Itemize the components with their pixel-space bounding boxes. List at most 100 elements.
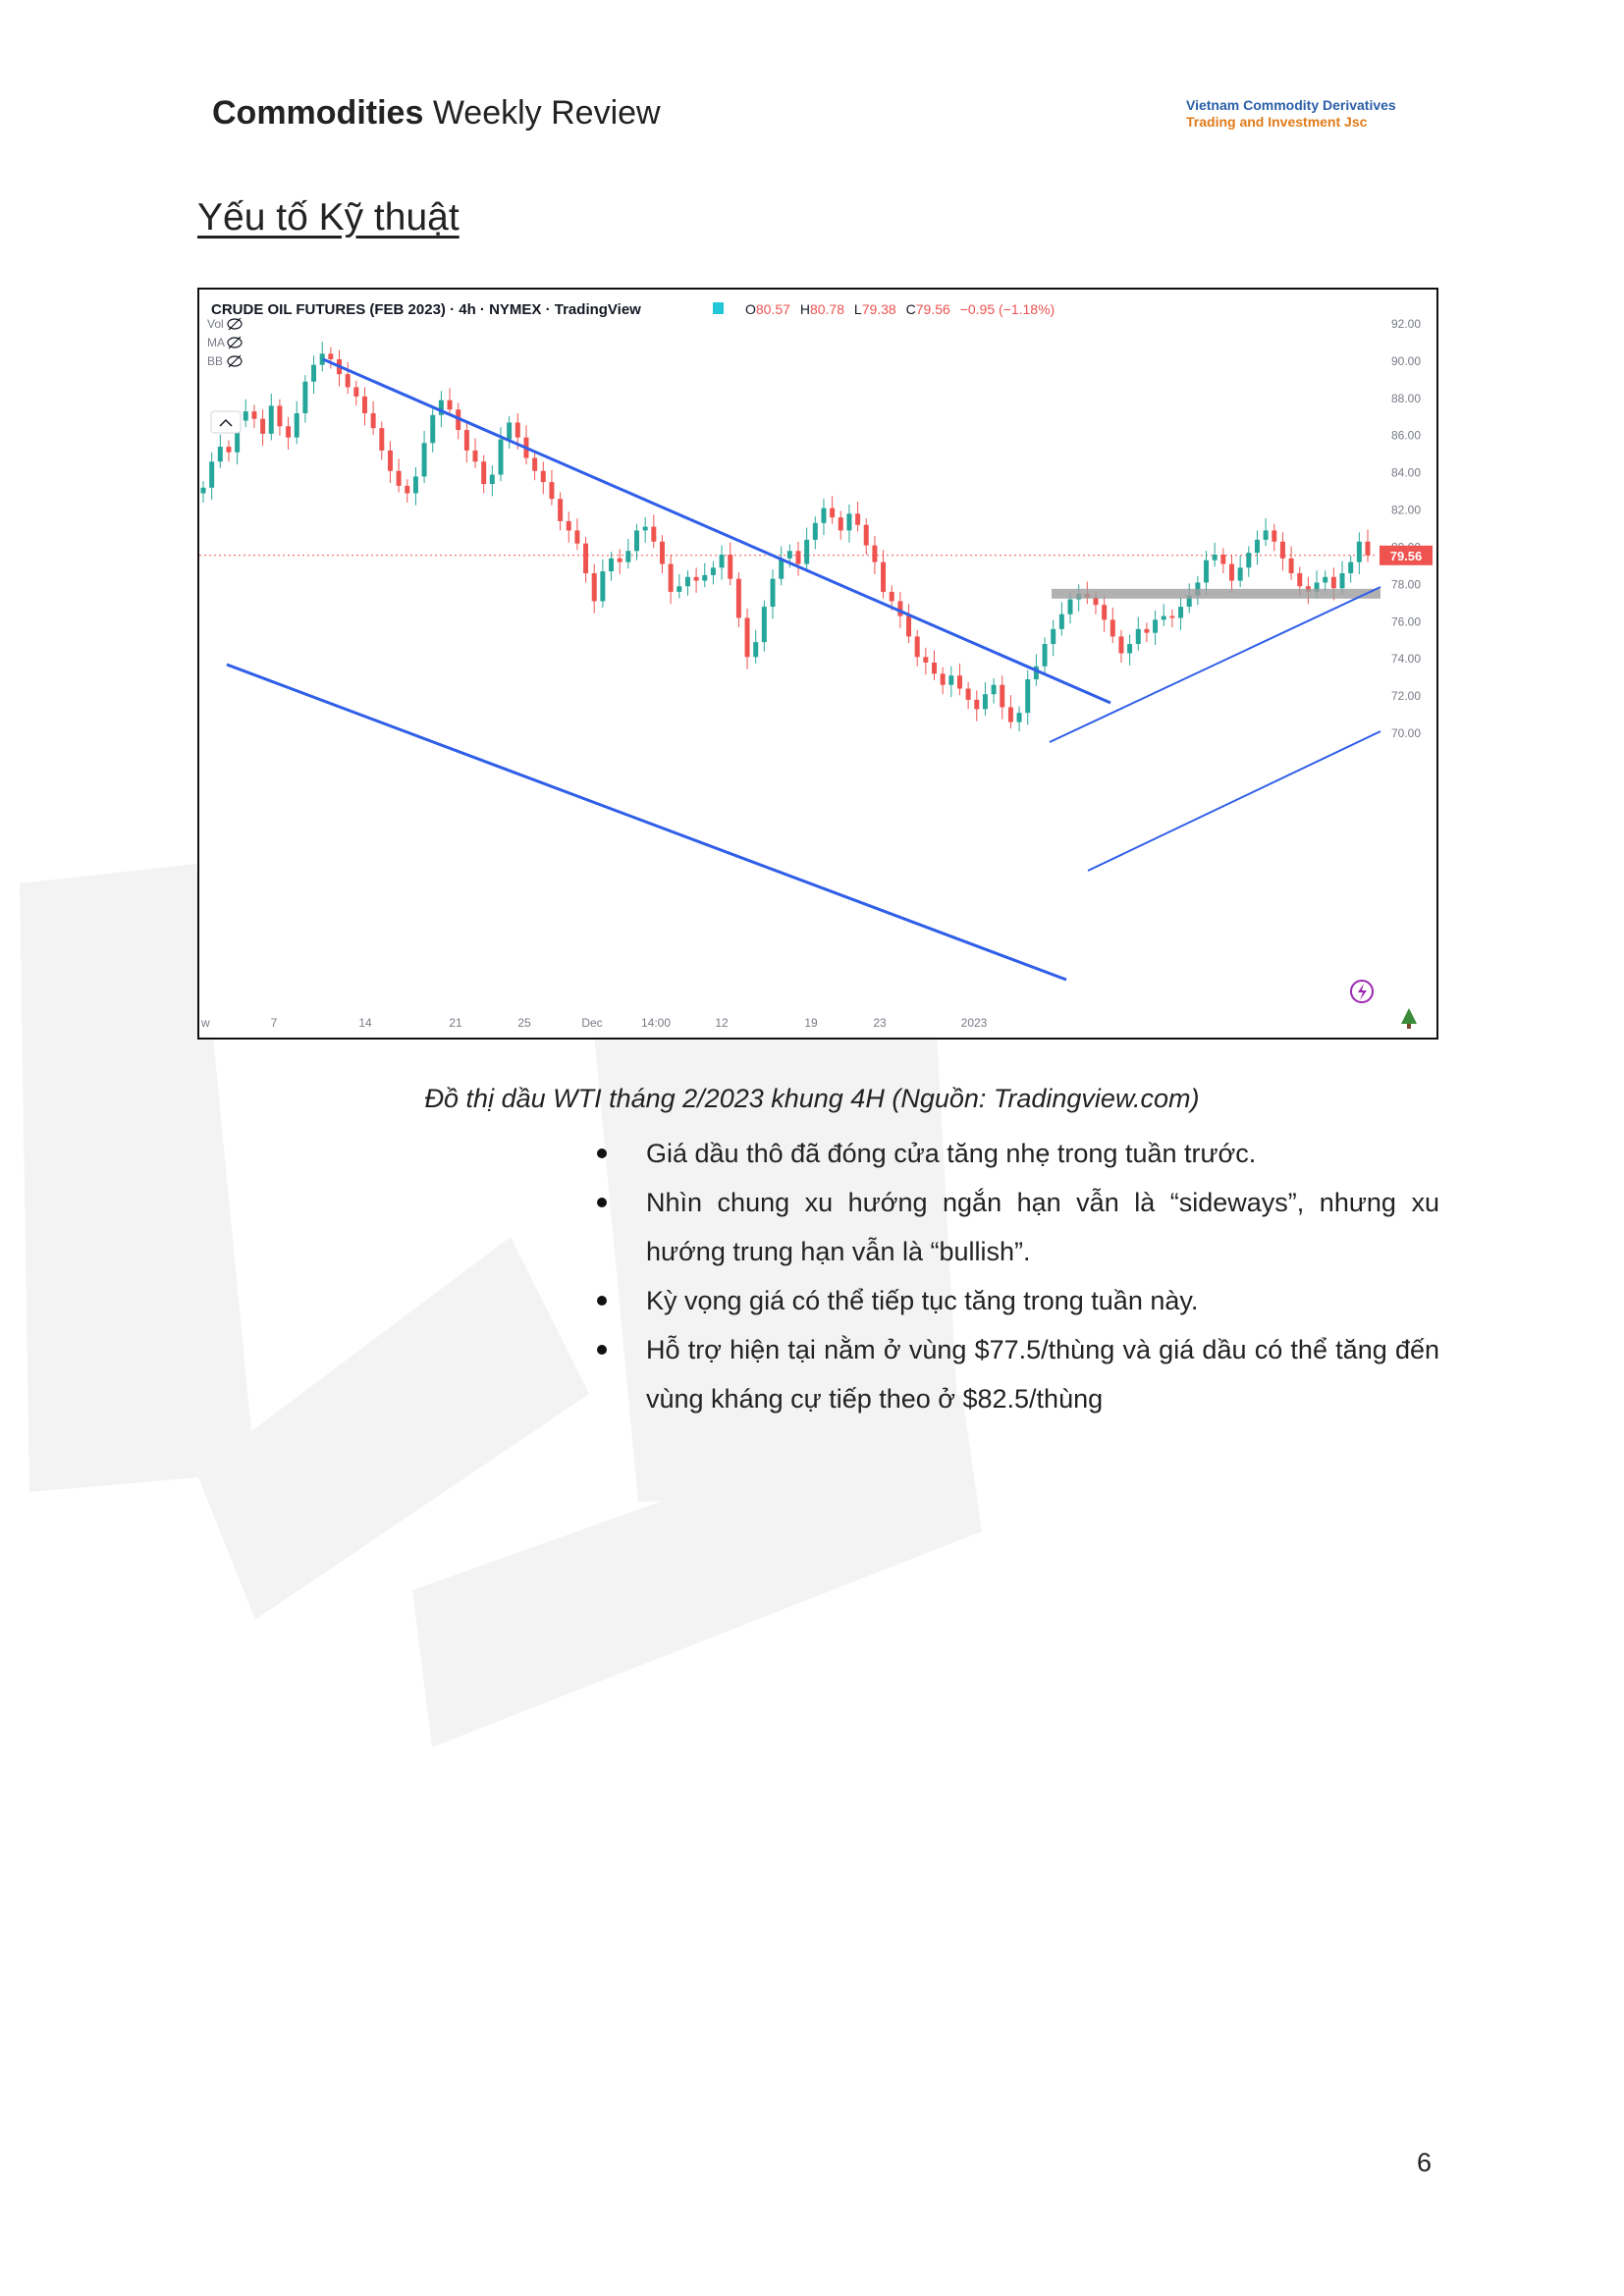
indicator-label: MA (207, 336, 225, 349)
candle-body (251, 411, 257, 419)
y-tick-label: 72.00 (1391, 689, 1421, 703)
candle-body (897, 601, 903, 616)
candle-body (1161, 615, 1166, 620)
candle-body (906, 615, 912, 637)
candle-body (226, 447, 232, 453)
candle-body (361, 396, 367, 413)
candle-body (286, 426, 292, 438)
candle-body (1135, 628, 1141, 645)
candle-body (209, 461, 215, 488)
candle-body (779, 558, 785, 579)
candle-body (889, 591, 894, 602)
chart-svg: CRUDE OIL FUTURES (FEB 2023) · 4h · NYME… (199, 301, 1433, 1030)
y-tick-label: 74.00 (1391, 652, 1421, 666)
x-tick-label: 19 (804, 1016, 818, 1030)
candle-body (838, 517, 843, 531)
ohlc-open: 80.57 (756, 301, 790, 317)
candle-body (1033, 666, 1039, 680)
candle-body (566, 520, 571, 531)
candle-body (260, 418, 266, 434)
y-tick-label: 70.00 (1391, 726, 1421, 740)
candle-body (1186, 595, 1192, 608)
candle-body (1025, 679, 1031, 714)
candle-body (804, 539, 810, 564)
bullet-dot (597, 1345, 607, 1355)
bullet-item: Nhìn chung xu hướng ngắn hạn vẫn là “sid… (589, 1178, 1439, 1276)
eye-off-icon[interactable] (227, 354, 243, 368)
x-tick-label: Dec (581, 1016, 602, 1030)
candle-body (1153, 619, 1159, 633)
candle-body (558, 499, 564, 521)
price-chart: CRUDE OIL FUTURES (FEB 2023) · 4h · NYME… (197, 288, 1438, 1040)
candle-body (821, 507, 827, 523)
candle-body (1102, 605, 1108, 620)
candle-body (498, 439, 504, 475)
svg-text:O80.57 H80.78: O80.57 H80.78 L79.38 C79.56 −0.95 (−1.18… (745, 301, 1055, 317)
candle-body (634, 530, 640, 552)
indicator-label: Vol (207, 317, 224, 331)
collapse-button[interactable] (210, 410, 242, 434)
live-icon (713, 302, 724, 314)
y-tick-label: 84.00 (1391, 466, 1421, 480)
ohlc-close: 79.56 (916, 301, 950, 317)
candle-body (1272, 530, 1277, 542)
bullet-item: Kỳ vọng giá có thể tiếp tục tăng trong t… (589, 1276, 1439, 1325)
candle-body (412, 476, 418, 494)
candle-body (1118, 636, 1124, 654)
bullet-dot (597, 1296, 607, 1306)
candle-body (1212, 555, 1218, 561)
eye-off-icon[interactable] (227, 317, 243, 331)
candle-body (795, 551, 801, 564)
candle-body (881, 561, 887, 592)
candle-body (710, 567, 716, 575)
eye-off-icon[interactable] (227, 336, 243, 349)
x-tick-label: 12 (715, 1016, 729, 1030)
candle-body (855, 513, 861, 525)
y-tick-label: 82.00 (1391, 504, 1421, 517)
candles-group (200, 342, 1371, 732)
candle-body (1016, 713, 1022, 722)
support-zone (1052, 588, 1380, 599)
candle-body (217, 447, 223, 462)
last-price-label: 79.56 (1390, 549, 1423, 563)
x-tick-label: w (200, 1016, 210, 1030)
candle-body (1000, 684, 1005, 708)
x-tick-label: 23 (873, 1016, 887, 1030)
candle-body (421, 443, 427, 477)
candle-body (693, 576, 699, 581)
x-tick-label: 21 (449, 1016, 462, 1030)
ohlc-low: 79.38 (862, 301, 896, 317)
bullet-item: Giá dầu thô đã đóng cửa tăng nhẹ trong t… (589, 1129, 1439, 1178)
candle-body (786, 551, 792, 559)
candle-body (1254, 539, 1260, 554)
candle-body (677, 586, 682, 592)
candle-body (956, 675, 962, 689)
candle-body (1339, 572, 1345, 589)
lightning-icon[interactable] (1350, 980, 1374, 1003)
candle-body (1144, 628, 1150, 633)
uptrend-lower-line (1087, 730, 1381, 872)
company-logo: Vietnam Commodity Derivatives Trading an… (1186, 97, 1396, 131)
candle-body (1279, 541, 1285, 559)
candle-body (914, 636, 920, 658)
candle-body (728, 555, 733, 579)
candle-body (302, 381, 308, 413)
ohlc-high: 80.78 (810, 301, 844, 317)
candle-body (1297, 572, 1303, 587)
candle-body (1067, 599, 1073, 614)
candle-body (328, 353, 334, 360)
candle-body (1365, 541, 1371, 556)
candle-body (1058, 614, 1064, 629)
x-tick-label: 2023 (961, 1016, 988, 1030)
last-price-badge: 79.56 (1380, 545, 1433, 565)
candle-body (370, 412, 376, 429)
candle-body (830, 507, 836, 518)
candle-body (1110, 619, 1115, 637)
bullet-dot (597, 1198, 607, 1207)
y-tick-label: 78.00 (1391, 577, 1421, 591)
candle-body (379, 428, 385, 451)
ohlc-change: −0.95 (−1.18%) (960, 301, 1056, 317)
candle-body (923, 657, 929, 663)
candle-body (1178, 607, 1184, 618)
